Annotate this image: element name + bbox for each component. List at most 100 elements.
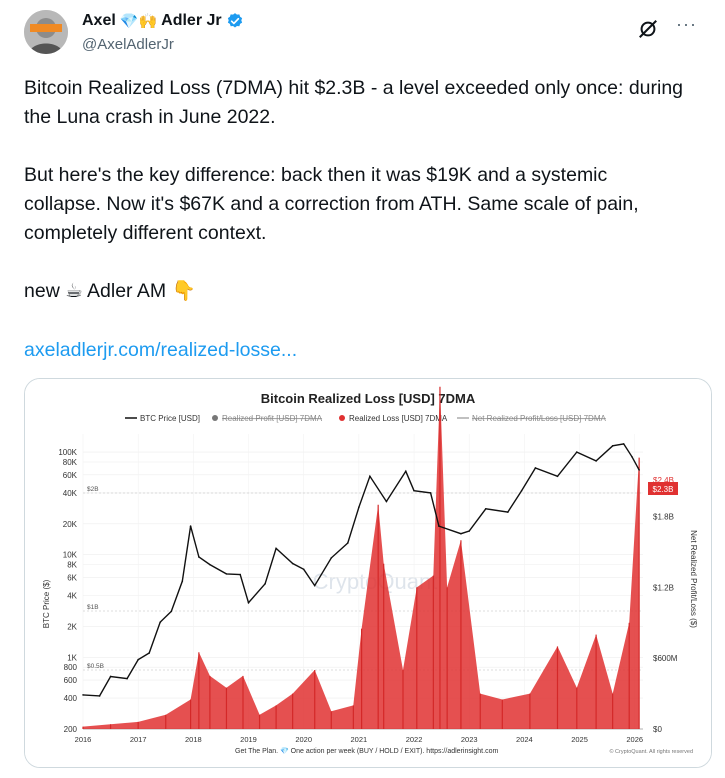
btc-price-point (313, 584, 316, 587)
x-tick-label: 2022 (406, 735, 423, 744)
btc-price-point (239, 573, 242, 576)
y-left-tick-label: 100K (58, 448, 77, 457)
btc-price-point (330, 557, 333, 559)
y-right-tick-label: $600M (653, 654, 678, 663)
y-left-tick-label: 6K (67, 573, 77, 582)
y-left-tick-label: 200 (64, 725, 78, 734)
btc-price-point (109, 675, 112, 678)
x-tick-label: 2024 (516, 735, 533, 744)
btc-price-point (137, 658, 139, 661)
btc-price-series (82, 443, 640, 697)
chart-title: Bitcoin Realized Loss [USD] 7DMA (261, 391, 476, 406)
btc-price-point (82, 694, 84, 696)
y-left-tick-label: 400 (64, 694, 78, 703)
legend-realized-loss: Realized Loss [USD] 7DMA (349, 414, 448, 423)
chart-footer: Get The Plan. 💎 One action per week (BUY… (235, 747, 498, 755)
legend-btc-price: BTC Price [USD] (140, 414, 200, 423)
btc-price-point (575, 451, 578, 453)
btc-price-point (198, 556, 200, 558)
y-left-tick-label: 10K (63, 551, 78, 560)
y-left-tick-label: 1K (67, 653, 77, 662)
btc-price-line (82, 443, 640, 697)
y-left-tick-label: 800 (64, 663, 78, 672)
realized-loss-area (82, 386, 640, 729)
btc-price-point (429, 492, 432, 494)
tweet-text: Bitcoin Realized Loss (7DMA) hit $2.3B -… (24, 74, 684, 306)
y-left-tick-label: 60K (63, 471, 78, 480)
btc-price-point (484, 507, 487, 510)
btc-price-point (302, 568, 305, 571)
tweet-paragraph-3: new ☕ Adler AM 👇 (24, 280, 196, 302)
btc-price-point (98, 695, 101, 697)
btc-price-point (369, 475, 371, 478)
x-axis-labels: 2016 2017 2018 2019 2020 2021 2022 2023 2024 2025… (75, 735, 643, 744)
btc-price-point (225, 573, 228, 575)
btc-price-point (291, 562, 294, 565)
btc-price-point (404, 470, 407, 473)
btc-price-point (507, 511, 509, 513)
tweet-header: Axel 💎🙌 Adler Jr @AxelAdlerJr ··· (24, 8, 709, 58)
tweet-paragraph-1: Bitcoin Realized Loss (7DMA) hit $2.3B -… (24, 77, 684, 128)
badge-value: $2.3B (653, 485, 674, 494)
btc-price-point (189, 525, 192, 527)
x-tick-label: 2018 (185, 735, 202, 744)
chart-image[interactable]: Bitcoin Realized Loss [USD] 7DMA BTC Pri… (24, 378, 712, 768)
btc-price-point (159, 621, 162, 623)
btc-price-point (413, 489, 415, 492)
verified-badge-icon (227, 13, 242, 28)
btc-price-point (611, 445, 614, 447)
chart-copyright: © CryptoQuant. All rights reserved (609, 748, 693, 755)
chart-legend: BTC Price [USD] Realized Profit [USD] 7D… (125, 414, 606, 423)
btc-price-point (534, 467, 537, 469)
btc-price-point (468, 530, 471, 532)
y-right-tick-label: $1.2B (653, 583, 674, 592)
x-tick-label: 2016 (75, 735, 92, 744)
legend-realized-profit: Realized Profit [USD] 7DMA (222, 414, 323, 423)
btc-price-point (460, 532, 462, 535)
btc-price-point (638, 469, 640, 471)
btc-price-point (358, 506, 360, 509)
btc-price-point (520, 489, 523, 492)
btc-price-point (622, 443, 625, 445)
btc-price-point (209, 563, 211, 566)
x-tick-label: 2023 (461, 735, 478, 744)
legend-net-realized: Net Realized Profit/Loss [USD] 7DMA (472, 414, 606, 423)
y-axis-right-labels: $0 $600M $1.2B $1.8B (653, 513, 678, 734)
reference-line-label: $1B (87, 604, 99, 611)
btc-price-point (275, 547, 277, 550)
btc-price-point (264, 583, 266, 585)
x-tick-label: 2019 (240, 735, 257, 744)
y-axis-right-title: Net Realized Profit/Loss ($) (689, 530, 698, 628)
avatar[interactable] (24, 10, 68, 54)
reference-line-label: $0.5B (87, 663, 104, 670)
badge-partial: $2.4B (653, 476, 674, 485)
tweet-paragraph-2: But here's the key difference: back then… (24, 164, 639, 244)
btc-price-point (556, 475, 559, 478)
author-name-emoji: 💎🙌 (119, 13, 158, 30)
author-last-name[interactable]: Adler Jr (161, 12, 222, 29)
y-right-tick-label: $1.8B (653, 513, 674, 522)
article-link[interactable]: axeladlerjr.com/realized-losse... (24, 339, 298, 361)
x-tick-label: 2025 (571, 735, 588, 744)
grok-icon[interactable] (637, 18, 659, 40)
reference-line-label: $2B (87, 486, 99, 493)
btc-price-point (148, 652, 151, 654)
btc-price-point (170, 610, 173, 613)
y-right-tick-label: $0 (653, 725, 662, 734)
author-name-row[interactable]: Axel 💎🙌 Adler Jr (82, 12, 244, 30)
btc-price-point (438, 525, 440, 527)
btc-price-point (247, 601, 250, 604)
y-left-tick-label: 8K (67, 561, 77, 570)
btc-price-point (347, 542, 349, 544)
author-first-name[interactable]: Axel (82, 12, 116, 29)
more-options-icon[interactable]: ··· (676, 14, 697, 34)
current-value-badge: $2.4B $2.3B (648, 476, 678, 495)
x-tick-label: 2017 (130, 735, 147, 744)
y-left-tick-label: 80K (63, 458, 78, 467)
y-left-tick-label: 40K (63, 489, 78, 498)
x-tick-label: 2020 (295, 735, 312, 744)
btc-price-point (126, 677, 128, 680)
author-handle[interactable]: @AxelAdlerJr (82, 36, 174, 53)
btc-price-point (595, 460, 597, 462)
